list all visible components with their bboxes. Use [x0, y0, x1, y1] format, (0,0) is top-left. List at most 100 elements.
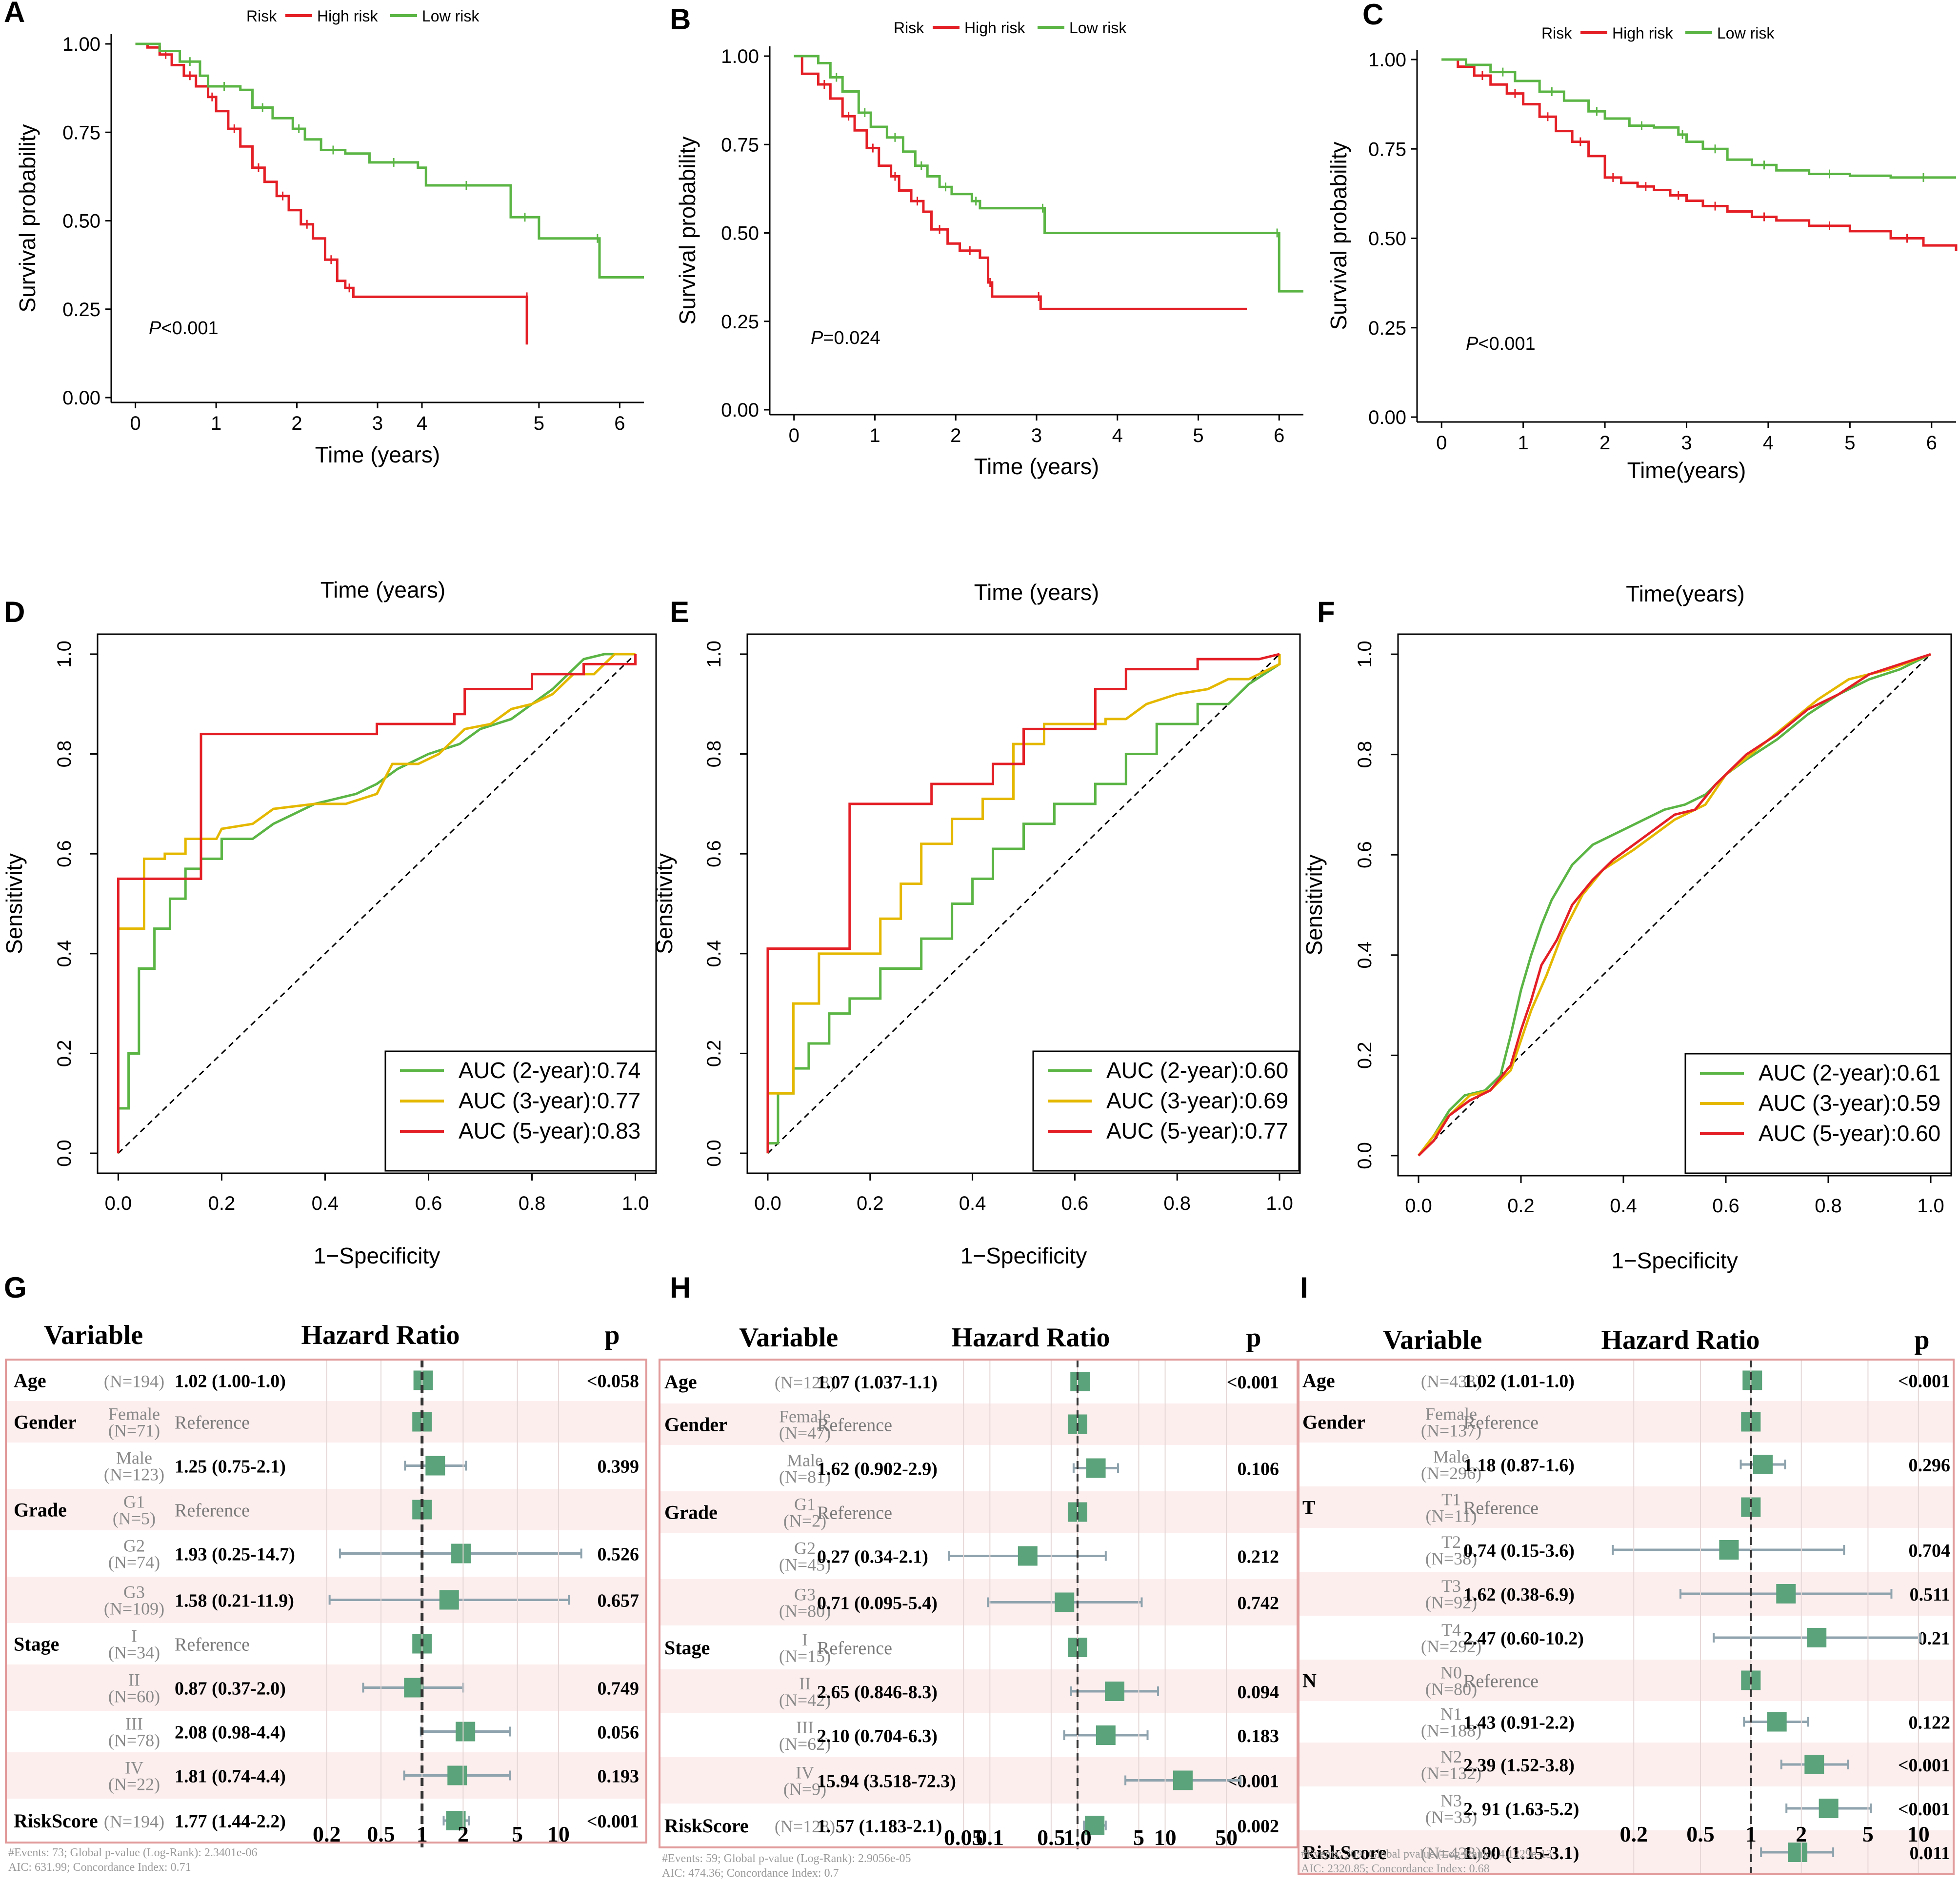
x-tick-label: 0.5 [367, 1822, 395, 1846]
y-tick-label: 0.00 [721, 400, 759, 421]
row-hazard-ratio: 1. 57 (1.183-2.1) [817, 1816, 942, 1837]
x-tick-label: 5 [512, 1822, 523, 1846]
y-tick-label: 0.75 [1368, 139, 1406, 160]
column-header-hazard-ratio: Hazard Ratio [951, 1323, 1110, 1353]
x-tick-label: 4 [1112, 425, 1123, 446]
row-variable: N [1302, 1670, 1317, 1692]
x-tick-label: 4 [1763, 432, 1774, 454]
hr-point [1173, 1770, 1193, 1790]
x-tick-label: 0.0 [1405, 1195, 1432, 1217]
footer-aic: AIC: 2320.85; Concordance Index: 0.68 [1301, 1863, 1490, 1875]
y-tick-label: 0.0 [54, 1140, 75, 1167]
row-p-value: 0.056 [598, 1723, 640, 1743]
row-hazard-ratio: Reference [1463, 1671, 1539, 1692]
row-hazard-ratio: Reference [175, 1413, 250, 1433]
column-header-hazard-ratio: Hazard Ratio [1601, 1325, 1759, 1355]
x-tick-label: 0.0 [754, 1193, 781, 1214]
legend-title: Risk [246, 7, 277, 25]
footer-events: #Events: 59; Global p-value (Log-Rank): … [662, 1852, 911, 1865]
row-p-value: <0.001 [1898, 1371, 1950, 1392]
x-tick-label: 2 [1599, 432, 1610, 454]
row-p-value: 0.002 [1238, 1816, 1279, 1837]
row-n: (N=2) [783, 1511, 826, 1531]
row-band [660, 1669, 1298, 1713]
x-tick-label: 0.8 [1163, 1193, 1191, 1214]
plot-frame [97, 633, 657, 1174]
row-n: (N=292) [1421, 1637, 1481, 1656]
y-axis-title: Survival probability [1326, 141, 1351, 330]
column-header-variable: Variable [44, 1320, 143, 1350]
row-hazard-ratio: 2.10 (0.704-6.3) [817, 1726, 938, 1746]
row-hazard-ratio: 1.62 (0.902-2.9) [817, 1459, 938, 1480]
x-tick-label: 2 [950, 425, 961, 446]
x-tick-label: 1.0 [1266, 1193, 1293, 1214]
row-n: (N=128) [775, 1817, 835, 1836]
row-hazard-ratio: 1.81 (0.74-4.4) [175, 1766, 286, 1787]
x-tick-label: 0.6 [1712, 1195, 1739, 1217]
row-variable: T [1302, 1497, 1316, 1519]
y-axis-title: Sensitivity [652, 853, 677, 954]
row-hazard-ratio: 2.39 (1.52-3.8) [1463, 1755, 1575, 1776]
row-level: I [131, 1626, 137, 1646]
column-header-variable: Variable [1383, 1325, 1482, 1355]
y-tick-label: 0.75 [62, 122, 100, 143]
x-tick-label: 6 [614, 413, 625, 434]
hr-point [1085, 1816, 1105, 1835]
y-tick-label: 0.00 [1368, 407, 1406, 428]
hr-point [404, 1678, 424, 1698]
row-n: (N=42) [779, 1690, 831, 1710]
x-tick-label: 5 [1844, 432, 1855, 454]
x-tick-label: 5 [1193, 425, 1203, 446]
row-hazard-ratio: 1.58 (0.21-11.9) [175, 1591, 294, 1611]
row-hazard-ratio: 2.08 (0.98-4.4) [175, 1723, 286, 1743]
row-level: Female [779, 1407, 831, 1426]
row-n: (N=132) [1421, 1764, 1481, 1783]
row-p-value: 0.122 [1909, 1713, 1951, 1733]
roc-curve-2-year [1418, 653, 1932, 1157]
diagonal-reference-line [767, 653, 1280, 1154]
row-level: T3 [1441, 1576, 1461, 1596]
row-hazard-ratio: 2. 91 (1.63-5.2) [1463, 1799, 1579, 1820]
hr-point [1807, 1628, 1827, 1647]
hr-point [1804, 1755, 1824, 1774]
row-band [1299, 1830, 1954, 1874]
stray-axis-label: Time (years) [974, 580, 1099, 605]
x-tick-label: 3 [1681, 432, 1692, 454]
y-tick-label: 0.8 [703, 741, 725, 768]
row-n: (N=433) [1421, 1372, 1481, 1391]
row-n: (N=60) [108, 1687, 160, 1706]
y-tick-label: 0.50 [62, 211, 100, 232]
x-tick-label: 0.5 [1037, 1825, 1065, 1850]
plot-frame [746, 633, 1301, 1174]
x-axis-title: 1−Specificity [1611, 1248, 1738, 1273]
row-band [6, 1752, 646, 1799]
row-n: (N=296) [1421, 1463, 1481, 1483]
x-tick-label: 1 [417, 1822, 428, 1846]
x-tick-label: 4 [417, 413, 427, 434]
row-level: II [128, 1670, 140, 1690]
row-level: III [125, 1714, 143, 1734]
hr-point [1096, 1725, 1116, 1745]
x-tick-label: 1 [869, 425, 880, 446]
y-tick-label: 0.25 [721, 311, 759, 333]
row-variable: Age [14, 1370, 46, 1392]
hr-point [1753, 1455, 1773, 1474]
p-value-annotation: P<0.001 [149, 318, 219, 339]
hr-point [1719, 1540, 1739, 1560]
row-hazard-ratio: 1. 90 (1.15-3.1) [1463, 1843, 1579, 1864]
km-curve-high-risk [794, 55, 1247, 310]
row-level: G3 [123, 1583, 145, 1602]
row-level: G2 [794, 1539, 816, 1558]
x-tick-label: 2 [458, 1822, 469, 1846]
row-variable: RiskScore [1302, 1842, 1387, 1864]
row-p-value: <0.001 [1898, 1799, 1950, 1820]
diagonal-reference-line [1418, 654, 1932, 1156]
row-level: G1 [123, 1492, 145, 1512]
km-curve-low-risk [1441, 58, 1956, 179]
hr-point [1055, 1592, 1075, 1612]
row-n: (N=74) [108, 1553, 160, 1572]
legend-low-risk: Low risk [422, 7, 480, 25]
row-p-value: 0.193 [598, 1766, 640, 1787]
p-value-text: <0.001 [1478, 334, 1535, 354]
